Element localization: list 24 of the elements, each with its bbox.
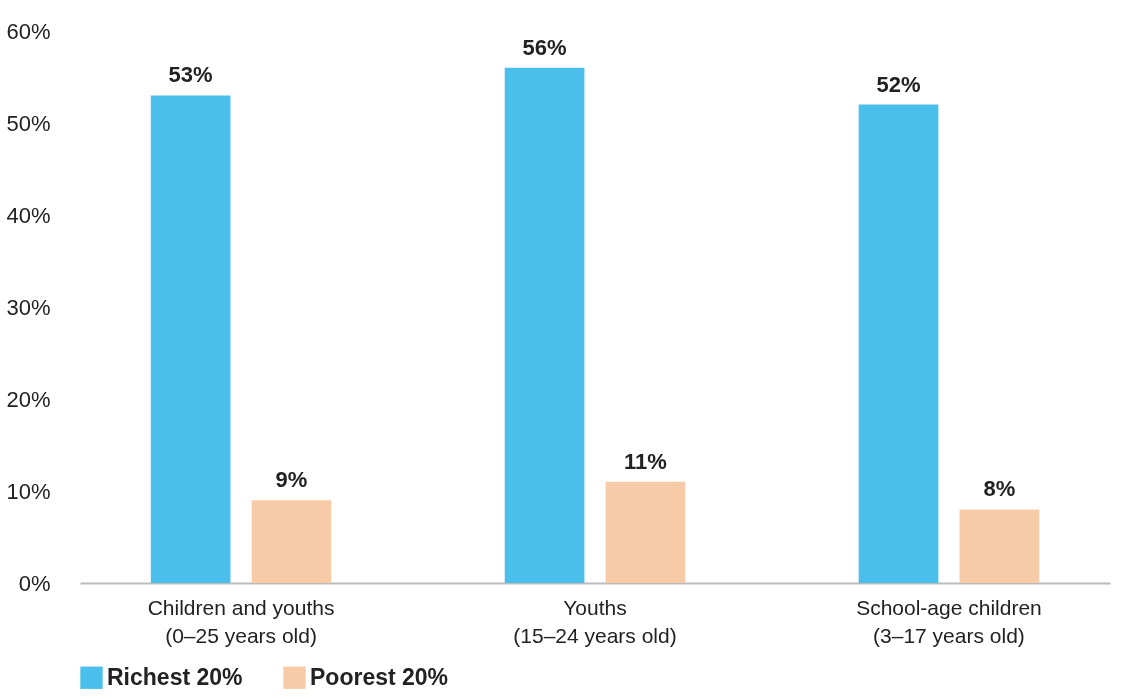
x-tick-label: School-age children (3–17 years old) xyxy=(856,595,1042,647)
y-tick-label: 20% xyxy=(6,386,51,412)
y-tick-label: 0% xyxy=(18,570,51,596)
y-tick-label: 40% xyxy=(6,202,51,228)
y-tick-label: 50% xyxy=(6,110,51,136)
x-tick-label: Youths (15–24 years old) xyxy=(513,595,677,647)
bar xyxy=(504,67,585,583)
data-label: 8% xyxy=(983,476,1016,502)
data-label: 52% xyxy=(876,71,921,97)
bar xyxy=(959,509,1040,583)
legend-label: Poorest 20% xyxy=(310,663,449,690)
data-label: 9% xyxy=(275,467,308,493)
bar xyxy=(858,104,939,583)
y-tick-label: 10% xyxy=(6,478,51,504)
data-label: 11% xyxy=(624,448,667,474)
x-tick-label: Children and youths (0–25 years old) xyxy=(147,595,335,647)
bar xyxy=(251,500,332,583)
y-tick-label: 30% xyxy=(6,294,51,320)
data-label: 56% xyxy=(522,34,567,60)
bar xyxy=(605,481,686,583)
legend-label: Richest 20% xyxy=(107,663,243,690)
data-label: 53% xyxy=(168,62,213,88)
bar xyxy=(150,95,231,583)
y-tick-label: 60% xyxy=(6,18,51,44)
